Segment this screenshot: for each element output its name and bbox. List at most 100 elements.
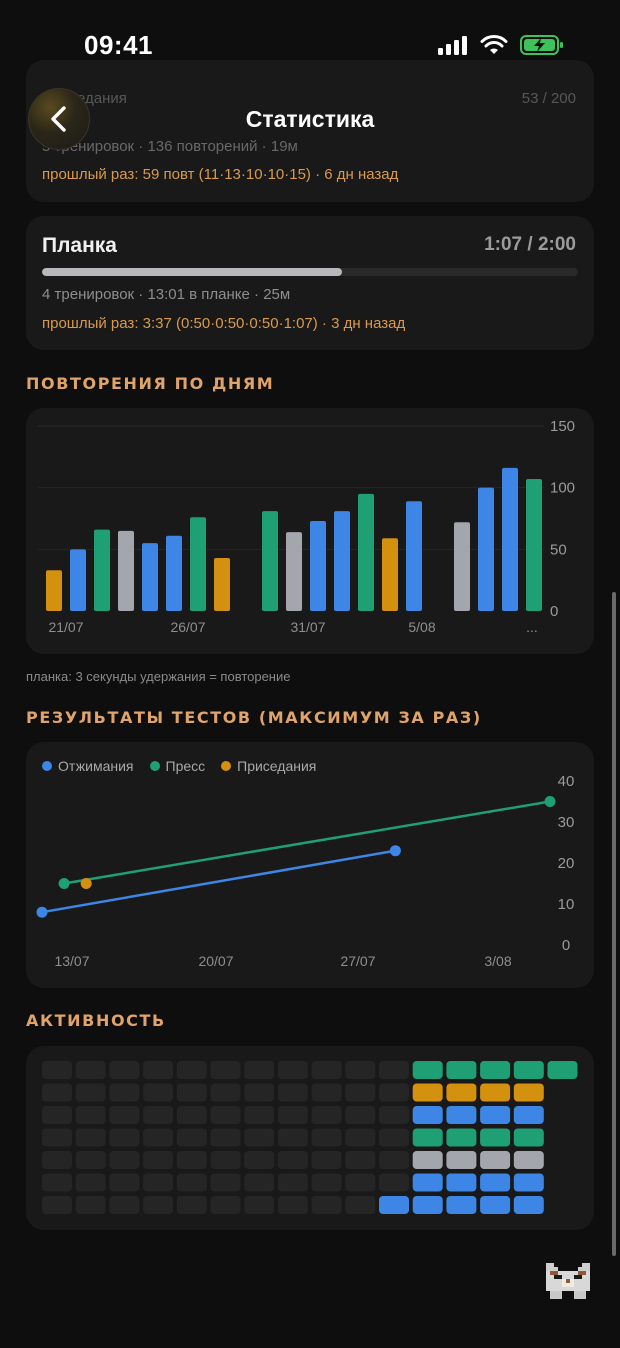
- activity-cell[interactable]: [513, 1151, 544, 1169]
- activity-cell[interactable]: [412, 1151, 443, 1169]
- activity-cell[interactable]: [513, 1173, 544, 1192]
- activity-cell[interactable]: [244, 1173, 275, 1192]
- activity-cell[interactable]: [513, 1083, 544, 1102]
- bar[interactable]: [358, 493, 374, 611]
- activity-cell[interactable]: [277, 1196, 308, 1214]
- activity-cell[interactable]: [210, 1106, 241, 1124]
- bar[interactable]: [382, 538, 398, 611]
- activity-cell[interactable]: [379, 1173, 409, 1192]
- activity-cell[interactable]: [345, 1083, 376, 1102]
- activity-cell[interactable]: [513, 1128, 544, 1147]
- activity-cell[interactable]: [311, 1173, 342, 1192]
- bar[interactable]: [190, 517, 206, 611]
- activity-cell[interactable]: [311, 1128, 342, 1147]
- activity-cell[interactable]: [176, 1106, 207, 1124]
- bar[interactable]: [454, 522, 470, 611]
- activity-cell[interactable]: [75, 1083, 106, 1102]
- activity-cell[interactable]: [379, 1151, 409, 1169]
- activity-cell[interactable]: [176, 1061, 207, 1079]
- activity-cell[interactable]: [345, 1196, 376, 1214]
- scrollbar[interactable]: [612, 592, 616, 1256]
- bar[interactable]: [526, 479, 542, 611]
- activity-cell[interactable]: [75, 1196, 106, 1214]
- activity-cell[interactable]: [75, 1151, 106, 1169]
- activity-cell[interactable]: [446, 1083, 477, 1102]
- activity-cell[interactable]: [109, 1061, 140, 1079]
- activity-cell[interactable]: [379, 1106, 409, 1124]
- activity-cell[interactable]: [412, 1106, 443, 1124]
- bar[interactable]: [142, 543, 158, 611]
- activity-cell[interactable]: [143, 1106, 174, 1124]
- bar[interactable]: [70, 549, 86, 611]
- activity-cell[interactable]: [210, 1196, 241, 1214]
- activity-cell[interactable]: [210, 1061, 241, 1079]
- bar[interactable]: [118, 530, 134, 611]
- activity-cell[interactable]: [311, 1106, 342, 1124]
- activity-cell[interactable]: [109, 1151, 140, 1169]
- activity-cell[interactable]: [143, 1173, 174, 1192]
- bar[interactable]: [502, 467, 518, 611]
- bar[interactable]: [46, 570, 62, 611]
- activity-cell[interactable]: [412, 1061, 443, 1079]
- activity-cell[interactable]: [143, 1083, 174, 1102]
- activity-cell[interactable]: [176, 1151, 207, 1169]
- activity-cell[interactable]: [480, 1061, 511, 1079]
- activity-cell[interactable]: [109, 1106, 140, 1124]
- activity-cell[interactable]: [379, 1128, 409, 1147]
- activity-cell[interactable]: [176, 1083, 207, 1102]
- data-point-abs[interactable]: [58, 878, 70, 889]
- activity-cell[interactable]: [244, 1106, 275, 1124]
- activity-cell[interactable]: [109, 1083, 140, 1102]
- activity-cell[interactable]: [277, 1151, 308, 1169]
- activity-cell[interactable]: [446, 1151, 477, 1169]
- activity-cell[interactable]: [446, 1128, 477, 1147]
- activity-cell[interactable]: [244, 1061, 275, 1079]
- activity-cell[interactable]: [210, 1128, 241, 1147]
- activity-cell[interactable]: [412, 1196, 443, 1214]
- bar[interactable]: [214, 557, 230, 611]
- activity-cell[interactable]: [311, 1151, 342, 1169]
- activity-cell[interactable]: [480, 1173, 511, 1192]
- activity-cell[interactable]: [210, 1083, 241, 1102]
- activity-cell[interactable]: [143, 1151, 174, 1169]
- activity-cell[interactable]: [244, 1196, 275, 1214]
- activity-cell[interactable]: [480, 1106, 511, 1124]
- activity-cell[interactable]: [345, 1173, 376, 1192]
- activity-cell[interactable]: [446, 1061, 477, 1079]
- exercise-card-plank[interactable]: Планка 1:07 / 2:00 4 тренировок · 13:01 …: [26, 216, 594, 350]
- activity-cell[interactable]: [311, 1083, 342, 1102]
- activity-cell[interactable]: [446, 1173, 477, 1192]
- activity-cell[interactable]: [277, 1106, 308, 1124]
- activity-cell[interactable]: [176, 1196, 207, 1214]
- bar[interactable]: [262, 511, 278, 611]
- activity-cell[interactable]: [42, 1061, 72, 1079]
- activity-cell[interactable]: [345, 1128, 376, 1147]
- bar[interactable]: [286, 532, 302, 611]
- activity-cell[interactable]: [42, 1083, 72, 1102]
- bar[interactable]: [406, 501, 422, 611]
- activity-cell[interactable]: [176, 1173, 207, 1192]
- activity-cell[interactable]: [277, 1173, 308, 1192]
- activity-cell[interactable]: [480, 1128, 511, 1147]
- activity-cell[interactable]: [446, 1106, 477, 1124]
- activity-cell[interactable]: [210, 1151, 241, 1169]
- activity-cell[interactable]: [379, 1196, 409, 1214]
- activity-cell[interactable]: [42, 1151, 72, 1169]
- activity-cell[interactable]: [412, 1173, 443, 1192]
- activity-cell[interactable]: [244, 1151, 275, 1169]
- bar[interactable]: [334, 511, 350, 611]
- activity-cell[interactable]: [277, 1128, 308, 1147]
- data-point-pushups[interactable]: [36, 906, 48, 918]
- back-button[interactable]: [28, 88, 90, 150]
- activity-cell[interactable]: [311, 1196, 342, 1214]
- activity-cell[interactable]: [480, 1196, 511, 1214]
- activity-cell[interactable]: [143, 1196, 174, 1214]
- activity-cell[interactable]: [379, 1083, 409, 1102]
- bar[interactable]: [166, 535, 182, 611]
- activity-cell[interactable]: [75, 1061, 106, 1079]
- activity-cell[interactable]: [345, 1151, 376, 1169]
- activity-cell[interactable]: [75, 1106, 106, 1124]
- activity-cell[interactable]: [210, 1173, 241, 1192]
- activity-cell[interactable]: [244, 1128, 275, 1147]
- activity-cell[interactable]: [446, 1196, 477, 1214]
